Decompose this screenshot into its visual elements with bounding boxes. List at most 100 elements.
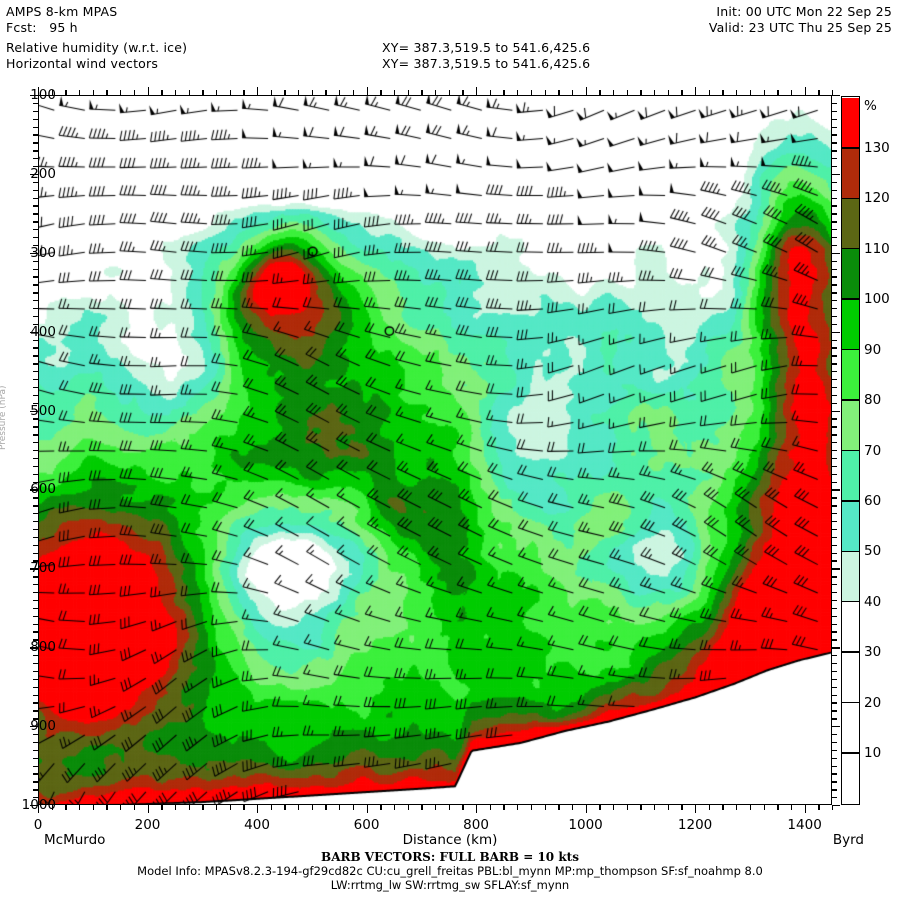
- y-tick: [832, 663, 837, 665]
- colorbar-band: [842, 451, 859, 502]
- y-tick: [832, 805, 840, 807]
- y-tick: [832, 686, 837, 688]
- x-tick: [270, 805, 273, 810]
- x-tick: [832, 805, 834, 810]
- y-tick: [33, 552, 38, 554]
- x-tick: [298, 90, 300, 95]
- y-tick: [832, 528, 837, 531]
- colorbar-band: [842, 299, 859, 351]
- x-tick: [462, 805, 464, 810]
- y-tick: [33, 639, 38, 641]
- x-tick: [202, 805, 204, 810]
- x-tick: [298, 805, 300, 810]
- y-tick: [832, 181, 837, 184]
- colorbar-band: [842, 249, 859, 300]
- x-tick: [393, 90, 396, 95]
- y-tick-label: 400: [30, 323, 56, 340]
- y-tick: [33, 734, 38, 736]
- y-tick: [33, 221, 38, 223]
- x-tick: [270, 90, 273, 95]
- y-tick: [832, 363, 837, 365]
- y-tick: [832, 142, 837, 144]
- colorbar-band: [842, 551, 859, 603]
- y-tick: [832, 726, 840, 728]
- x-tick: [654, 90, 656, 95]
- y-tick: [33, 710, 38, 712]
- y-tick: [33, 292, 38, 294]
- cross-section-plot: [30, 87, 840, 813]
- y-tick: [832, 576, 837, 578]
- y-tick: [33, 797, 38, 799]
- y-tick: [33, 631, 38, 633]
- header-xy-humidity: XY= 387.3,519.5 to 541.6,425.6: [382, 40, 591, 55]
- y-tick: [33, 741, 38, 744]
- colorbar: [841, 96, 860, 805]
- colorbar-separator: [842, 248, 859, 250]
- y-tick: [832, 560, 837, 562]
- y-tick: [832, 734, 837, 736]
- colorbar-separator: [842, 449, 859, 452]
- colorbar-band: [842, 148, 859, 200]
- x-tick: [147, 805, 149, 813]
- y-tick: [33, 457, 38, 460]
- x-tick: [161, 805, 163, 810]
- y-tick: [30, 95, 38, 97]
- x-tick: [612, 90, 615, 95]
- y-tick: [33, 418, 38, 420]
- x-tick: [435, 90, 437, 95]
- x-tick: [120, 805, 122, 810]
- x-tick: [188, 805, 190, 810]
- x-tick-label: 400: [244, 817, 270, 833]
- x-tick: [777, 90, 779, 95]
- x-tick: [174, 90, 177, 95]
- x-tick: [654, 805, 656, 810]
- x-tick: [243, 805, 245, 810]
- x-tick: [736, 805, 738, 810]
- y-tick: [33, 473, 38, 475]
- y-tick: [33, 213, 38, 215]
- y-tick: [832, 371, 837, 373]
- x-tick: [763, 90, 765, 95]
- y-tick: [33, 150, 38, 152]
- y-tick: [33, 718, 38, 720]
- x-tick: [65, 805, 67, 810]
- x-tick: [777, 805, 779, 810]
- y-tick: [33, 694, 38, 696]
- colorbar-tick-label: 120: [864, 190, 890, 207]
- y-tick-label: 200: [30, 165, 56, 182]
- y-tick-label: 1000: [21, 797, 56, 813]
- x-tick: [284, 805, 286, 810]
- x-tick: [325, 805, 327, 810]
- x-tick: [640, 805, 642, 810]
- y-tick-label: 700: [30, 560, 56, 577]
- y-tick: [33, 110, 38, 113]
- y-tick: [832, 410, 840, 412]
- y-tick: [832, 110, 837, 113]
- x-tick: [790, 805, 793, 810]
- y-tick: [30, 410, 38, 412]
- y-tick: [33, 386, 38, 389]
- y-tick: [832, 457, 837, 460]
- colorbar-tick-label: 80: [864, 392, 882, 409]
- y-tick: [832, 473, 837, 475]
- y-tick: [832, 150, 837, 152]
- x-tick: [763, 805, 765, 810]
- y-tick: [33, 118, 38, 120]
- y-tick: [33, 686, 38, 688]
- y-tick-label: 600: [30, 481, 56, 498]
- y-tick: [832, 497, 837, 499]
- x-tick: [352, 90, 355, 95]
- y-tick: [33, 434, 38, 436]
- colorbar-separator: [842, 701, 859, 704]
- x-tick: [174, 805, 177, 810]
- y-tick: [33, 481, 38, 483]
- y-tick: [832, 505, 837, 507]
- y-tick: [33, 229, 38, 231]
- colorbar-band: [842, 350, 859, 401]
- x-tick: [133, 90, 136, 95]
- y-tick: [33, 205, 38, 207]
- x-tick: [215, 90, 218, 95]
- y-tick: [33, 765, 38, 767]
- x-tick: [188, 90, 190, 95]
- y-tick: [832, 442, 837, 444]
